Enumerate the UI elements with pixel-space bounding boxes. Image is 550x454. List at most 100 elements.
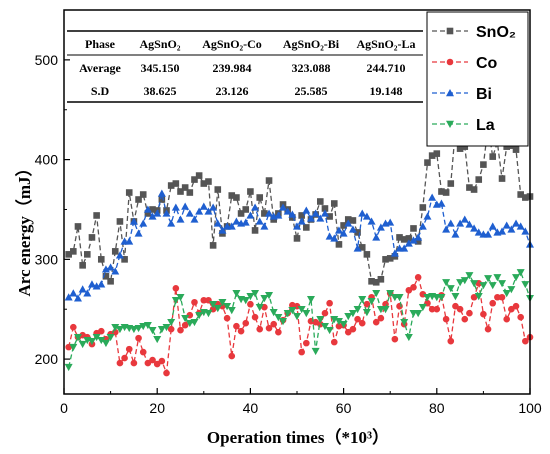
- point-sno2: [111, 248, 119, 255]
- series-sno2: [65, 123, 534, 286]
- series-la: [64, 269, 534, 372]
- point-bi: [372, 233, 381, 241]
- point-la: [162, 323, 171, 332]
- point-la: [358, 296, 367, 304]
- point-bi: [251, 203, 260, 211]
- point-bi: [69, 289, 78, 297]
- point-sno2: [158, 196, 166, 203]
- point-la: [185, 319, 194, 328]
- point-sno2: [405, 235, 413, 242]
- point-co: [470, 293, 478, 301]
- y-axis-title: Arc energy（mJ）: [14, 159, 34, 296]
- point-bi: [64, 293, 73, 301]
- point-co: [498, 293, 506, 301]
- point-co: [489, 299, 497, 307]
- point-bi: [97, 280, 106, 288]
- point-co: [223, 314, 231, 322]
- point-co: [442, 315, 450, 323]
- point-la: [181, 314, 190, 323]
- series-line-bi: [68, 193, 531, 300]
- point-co: [447, 337, 455, 345]
- point-bi: [218, 226, 227, 234]
- point-la: [367, 298, 376, 306]
- point-sno2: [102, 273, 110, 280]
- point-la: [456, 279, 465, 287]
- point-bi: [502, 221, 511, 229]
- table-cell-average-la: 244.710: [367, 61, 406, 75]
- point-la: [111, 323, 120, 332]
- point-bi: [293, 222, 301, 230]
- point-sno2: [97, 256, 105, 263]
- point-la: [190, 318, 199, 327]
- point-sno2: [326, 213, 333, 220]
- point-bi: [106, 263, 115, 271]
- point-co: [391, 335, 399, 343]
- point-co: [317, 320, 324, 328]
- point-co: [382, 300, 389, 308]
- point-sno2: [503, 143, 510, 150]
- point-sno2: [317, 198, 324, 205]
- point-co: [372, 318, 380, 326]
- point-sno2: [167, 182, 175, 189]
- point-sno2: [88, 234, 96, 241]
- table-header-agsno2-la: AgSnO₂-La: [357, 37, 416, 51]
- point-co: [321, 309, 329, 317]
- point-la: [134, 324, 143, 333]
- point-bi: [162, 209, 171, 217]
- point-sno2: [214, 186, 222, 193]
- point-bi: [367, 217, 376, 225]
- point-bi: [460, 215, 469, 223]
- point-co: [414, 274, 422, 281]
- point-sno2: [181, 184, 189, 191]
- point-bi: [195, 207, 204, 215]
- point-co: [517, 313, 524, 321]
- point-la: [139, 322, 148, 331]
- point-la: [279, 317, 288, 326]
- point-la: [451, 293, 460, 301]
- point-la: [260, 295, 269, 303]
- series-layer: [64, 123, 534, 377]
- point-la: [255, 304, 264, 312]
- x-tick-label-40: 40: [243, 400, 259, 416]
- point-sno2: [386, 255, 394, 262]
- point-bi: [139, 219, 148, 227]
- point-la: [386, 290, 395, 298]
- point-la: [223, 303, 232, 311]
- point-sno2: [410, 225, 417, 232]
- point-la: [512, 274, 521, 282]
- table-cell-sd-la: 19.148: [370, 84, 403, 98]
- point-sno2: [480, 161, 487, 168]
- table-cell-sd-bi: 25.585: [295, 84, 328, 98]
- point-sno2: [200, 180, 208, 187]
- table-cell-sd-agsno2: 38.625: [144, 84, 177, 98]
- point-co: [251, 313, 259, 321]
- point-bi: [288, 210, 297, 218]
- point-sno2: [265, 177, 273, 184]
- point-la: [87, 337, 96, 346]
- point-sno2: [400, 236, 408, 243]
- point-sno2: [354, 229, 361, 236]
- point-bi: [344, 219, 353, 227]
- point-bi: [87, 280, 96, 288]
- x-axis-title: Operation times（*10³）: [207, 427, 389, 447]
- point-bi: [246, 211, 255, 219]
- point-la: [362, 309, 371, 317]
- point-sno2: [116, 218, 124, 225]
- legend-marker-bi: [446, 89, 454, 97]
- legend-marker-la: [446, 120, 454, 128]
- point-co: [456, 305, 464, 313]
- point-bi: [465, 220, 474, 228]
- point-bi: [358, 209, 367, 217]
- point-sno2: [419, 204, 427, 211]
- point-sno2: [433, 150, 441, 157]
- point-co: [275, 328, 282, 336]
- point-co: [270, 320, 278, 328]
- point-sno2: [251, 227, 259, 234]
- point-co: [522, 337, 529, 345]
- point-bi: [418, 222, 427, 230]
- point-co: [494, 293, 501, 301]
- point-la: [115, 325, 124, 334]
- point-co: [480, 310, 487, 318]
- point-la: [418, 304, 427, 312]
- point-sno2: [84, 251, 91, 258]
